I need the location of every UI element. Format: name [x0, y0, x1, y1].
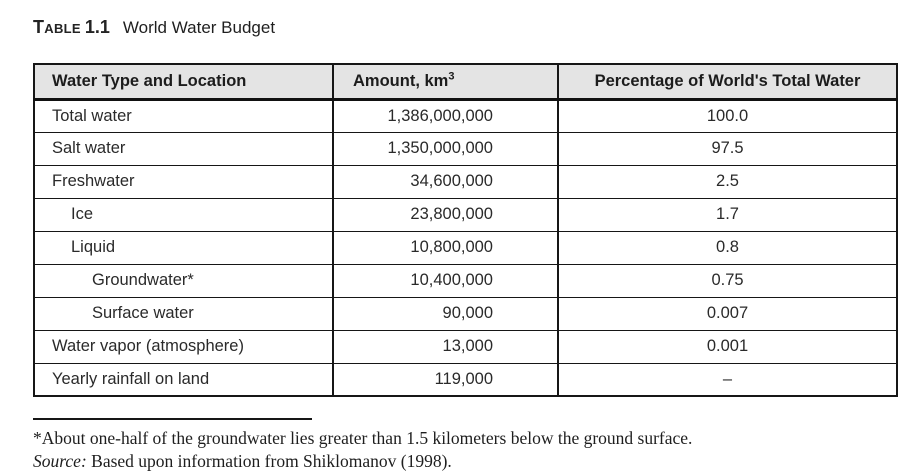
amount-cell: 23,800,000	[332, 197, 559, 232]
table-title-text: World Water Budget	[122, 18, 276, 37]
table-title-number: 1.1	[84, 17, 110, 37]
amount-header-label: Amount, km	[353, 71, 449, 90]
water-type-cell: Salt water	[33, 131, 334, 166]
table-row: Water vapor (atmosphere) 13,000 0.001	[33, 329, 898, 364]
table-title-label: Table	[33, 17, 81, 37]
water-type-label: Yearly rainfall on land	[52, 369, 210, 388]
water-type-cell: Total water	[33, 98, 334, 133]
amount-header-superscript: 3	[448, 70, 455, 83]
column-header-water-type: Water Type and Location	[33, 63, 334, 101]
water-type-label: Groundwater*	[92, 271, 194, 289]
water-type-header-label: Water Type and Location	[52, 71, 247, 90]
amount-cell: 10,400,000	[332, 263, 559, 298]
water-type-label: Salt water	[52, 139, 126, 157]
water-type-label: Total water	[52, 106, 132, 125]
table-row: Ice 23,800,000 1.7	[33, 197, 898, 232]
footnotes: *About one-half of the groundwater lies …	[33, 427, 921, 473]
percentage-cell: 0.8	[557, 230, 898, 265]
water-type-cell: Freshwater	[33, 164, 334, 199]
amount-cell: 119,000	[332, 362, 559, 397]
page-title: Table 1.1 World Water Budget	[33, 16, 921, 39]
percentage-cell: 2.5	[557, 164, 898, 199]
water-type-label: Freshwater	[52, 172, 135, 190]
percentage-cell: 1.7	[557, 197, 898, 232]
table-row: Liquid 10,800,000 0.8	[33, 230, 898, 265]
table-row: Freshwater 34,600,000 2.5	[33, 164, 898, 199]
water-type-label: Water vapor (atmosphere)	[52, 337, 244, 355]
source-text: Based upon information from Shiklomanov …	[86, 451, 452, 471]
water-type-cell: Ice	[33, 197, 334, 232]
table-row: Surface water 90,000 0.007	[33, 296, 898, 331]
amount-cell: 1,386,000,000	[332, 98, 559, 133]
water-type-label: Surface water	[92, 304, 194, 322]
water-type-cell: Water vapor (atmosphere)	[33, 329, 334, 364]
water-type-cell: Groundwater*	[33, 263, 334, 298]
header-row: Water Type and Location Amount, km3 Perc…	[33, 63, 898, 101]
percentage-cell: –	[557, 362, 898, 397]
percentage-cell: 0.001	[557, 329, 898, 364]
footnote-source: Source: Based upon information from Shik…	[33, 450, 921, 473]
percentage-cell: 97.5	[557, 131, 898, 166]
water-type-label: Ice	[71, 205, 94, 223]
table-row: Total water 1,386,000,000 100.0	[33, 98, 898, 133]
table-row: Yearly rainfall on land 119,000 –	[33, 362, 898, 397]
percentage-cell: 0.75	[557, 263, 898, 298]
source-label: Source:	[33, 451, 87, 471]
water-type-label: Liquid	[71, 238, 116, 256]
percentage-header-label: Percentage of World's Total Water	[594, 71, 861, 90]
table-body: Total water 1,386,000,000 100.0 Salt wat…	[33, 98, 898, 397]
amount-cell: 34,600,000	[332, 164, 559, 199]
water-budget-table: Water Type and Location Amount, km3 Perc…	[33, 63, 898, 397]
footnote-note: *About one-half of the groundwater lies …	[33, 428, 693, 448]
amount-cell: 90,000	[332, 296, 559, 331]
amount-cell: 13,000	[332, 329, 559, 364]
water-type-cell: Liquid	[33, 230, 334, 265]
percentage-cell: 0.007	[557, 296, 898, 331]
footnote-divider	[33, 418, 312, 420]
amount-cell: 10,800,000	[332, 230, 559, 265]
water-type-cell: Yearly rainfall on land	[33, 362, 334, 397]
column-header-amount: Amount, km3	[332, 63, 559, 101]
percentage-cell: 100.0	[557, 98, 898, 133]
table-row: Groundwater* 10,400,000 0.75	[33, 263, 898, 298]
table-row: Salt water 1,350,000,000 97.5	[33, 131, 898, 166]
amount-cell: 1,350,000,000	[332, 131, 559, 166]
water-type-cell: Surface water	[33, 296, 334, 331]
column-header-percentage: Percentage of World's Total Water	[557, 63, 898, 101]
